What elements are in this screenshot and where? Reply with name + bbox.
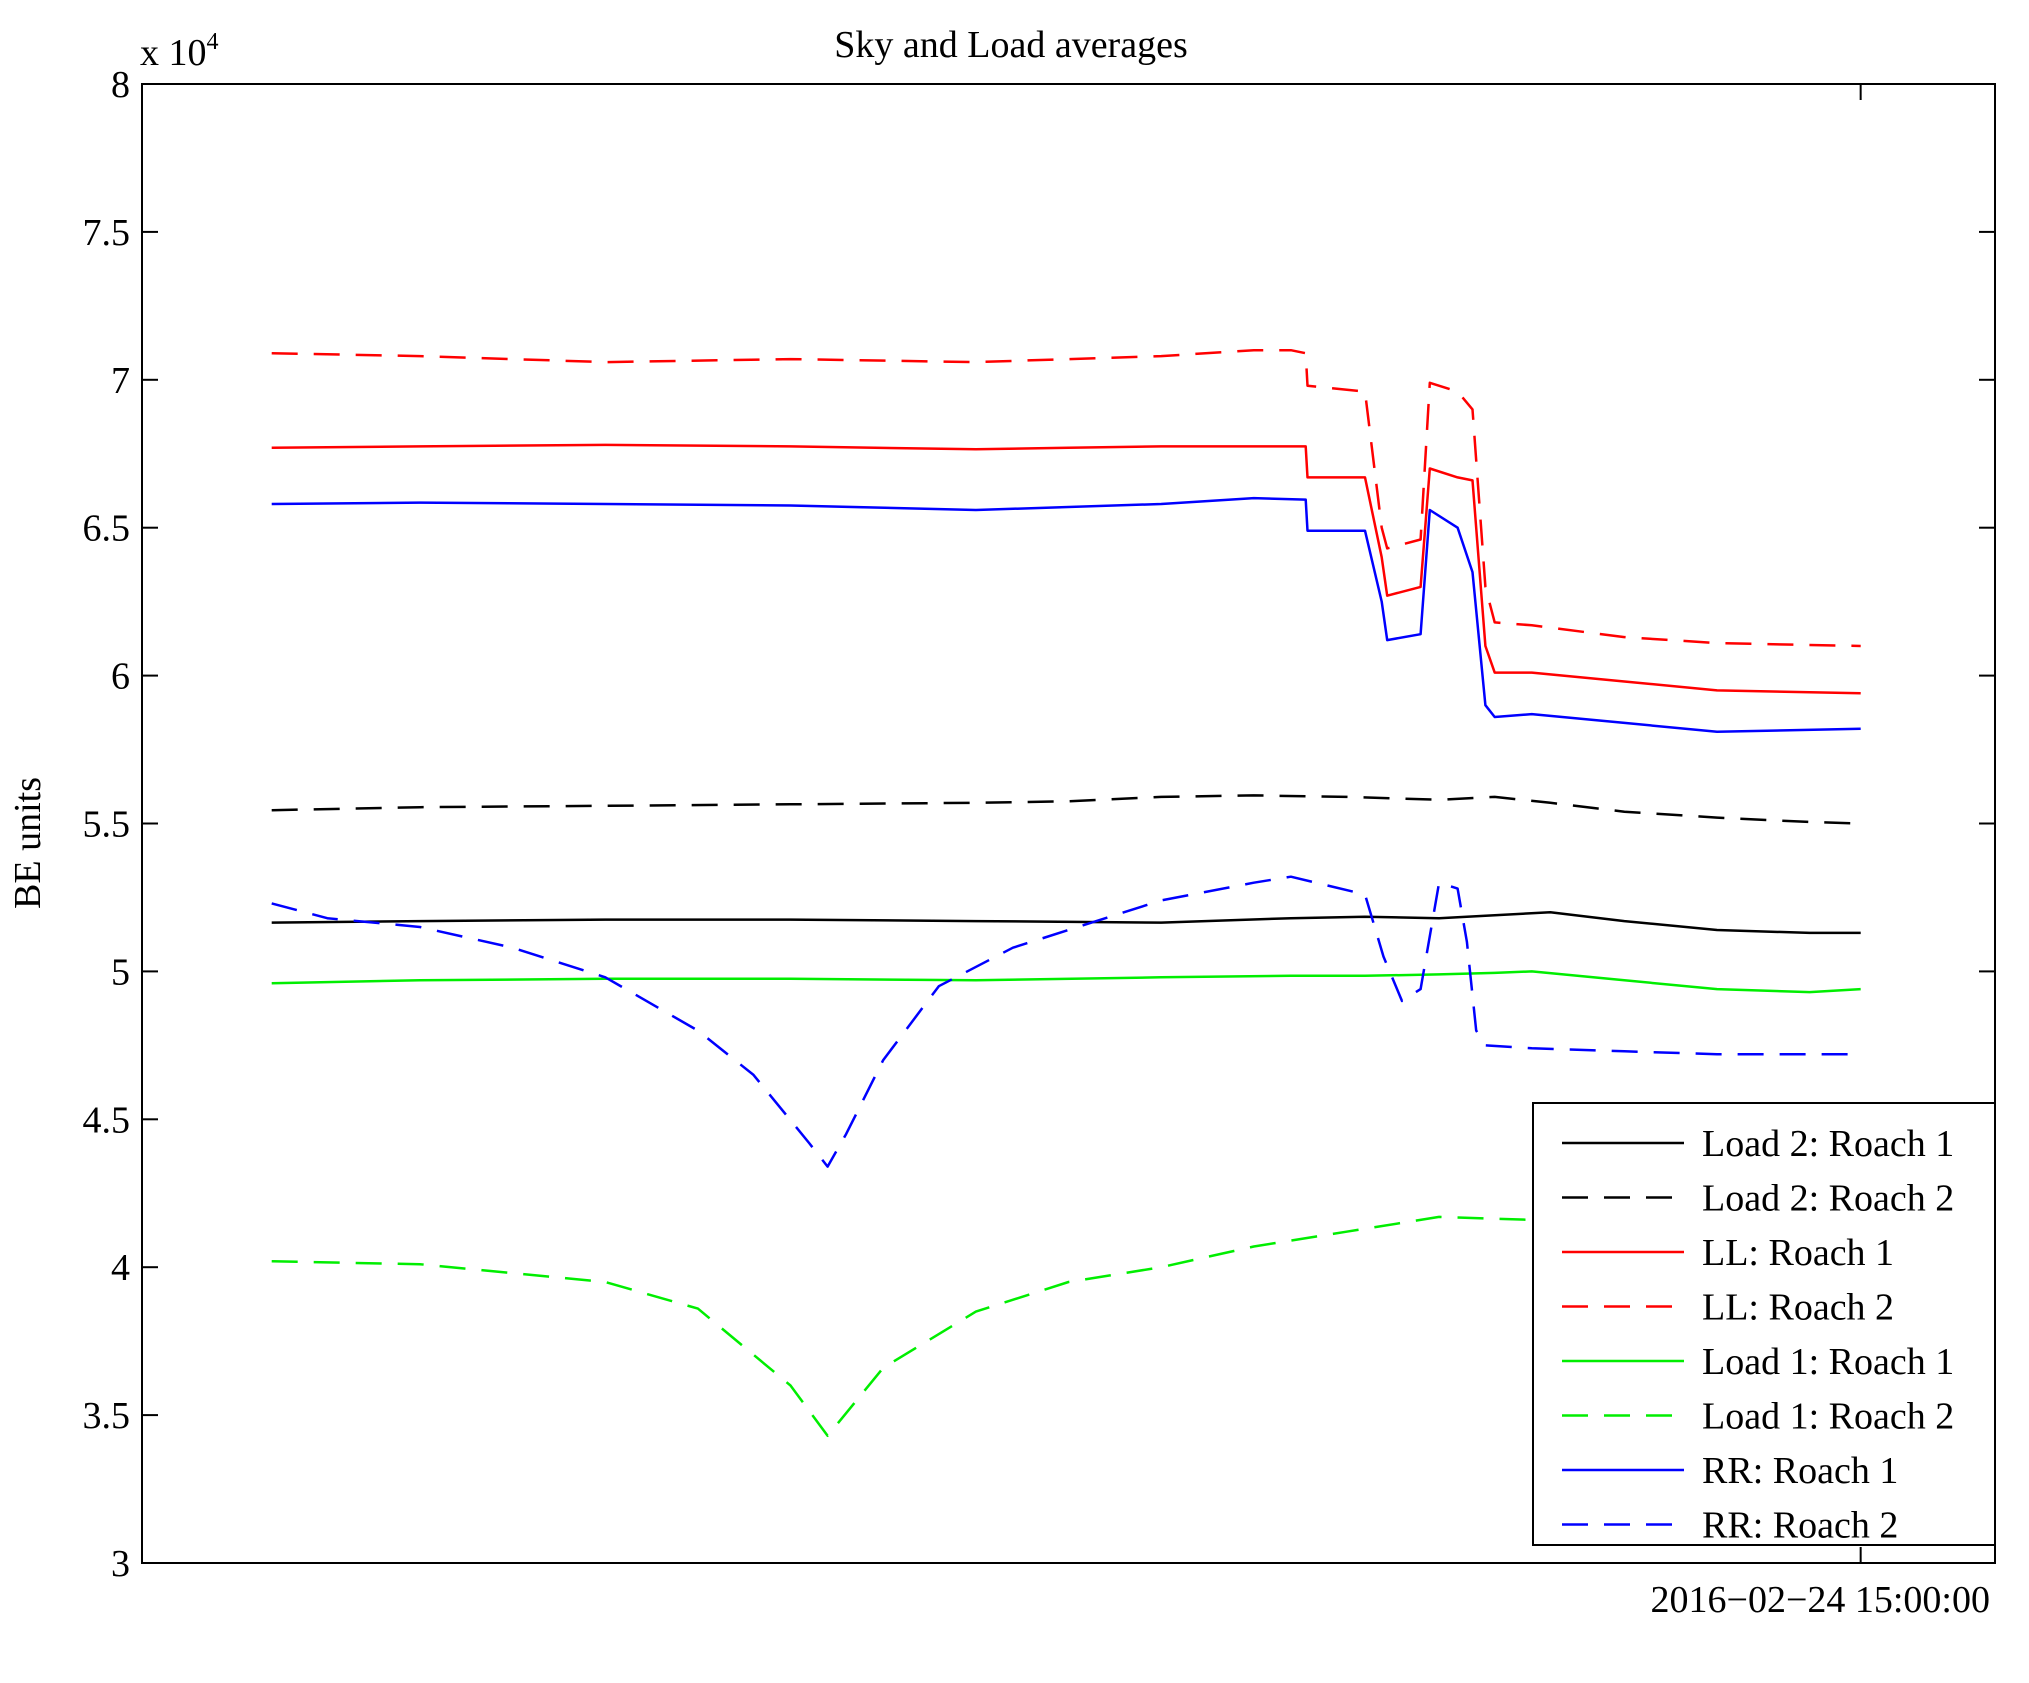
x-tick-label: 2016−02−24 15:00:00 bbox=[1651, 1579, 1990, 1621]
y-tick-label: 3.5 bbox=[83, 1395, 131, 1437]
y-tick-label: 3 bbox=[111, 1543, 130, 1585]
y-tick-label: 7.5 bbox=[83, 212, 131, 254]
y-tick-label: 6.5 bbox=[83, 508, 131, 550]
y-multiplier-base: x 10 bbox=[140, 32, 207, 74]
series-line-1 bbox=[271, 910, 1861, 935]
legend-label-1: Load 2: Roach 1 bbox=[1702, 1123, 1954, 1165]
y-tick-label: 5.5 bbox=[83, 804, 131, 846]
y-tick-label: 8 bbox=[111, 64, 130, 106]
y-multiplier-exponent: 4 bbox=[207, 29, 219, 55]
series-line-8 bbox=[271, 875, 1861, 1168]
legend-label-6: Load 1: Roach 2 bbox=[1702, 1396, 1954, 1438]
y-axis-label: BE units bbox=[7, 777, 49, 909]
legend-label-7: RR: Roach 1 bbox=[1702, 1450, 1898, 1492]
legend-box bbox=[1532, 1102, 1996, 1546]
series-line-6 bbox=[271, 1215, 1625, 1438]
y-tick-label: 4.5 bbox=[83, 1099, 131, 1141]
series-line-2 bbox=[271, 794, 1861, 825]
y-tick-label: 6 bbox=[111, 656, 130, 698]
y-tick-label: 4 bbox=[111, 1247, 130, 1289]
legend-label-5: Load 1: Roach 1 bbox=[1702, 1341, 1954, 1383]
x-axis: 2016−02−24 15:00:00 bbox=[1651, 84, 1990, 1621]
plot-area bbox=[271, 348, 1861, 1438]
legend: Load 2: Roach 1 Load 2: Roach 2 LL: Roach … bbox=[1532, 1102, 1996, 1547]
series-line-7 bbox=[271, 496, 1861, 734]
y-multiplier-label: x 104 bbox=[140, 29, 219, 74]
series-line-3 bbox=[271, 443, 1861, 695]
y-axis: 3 3.5 4 4.5 5 5.5 6 6.5 7 7.5 8 bbox=[83, 64, 1995, 1585]
legend-label-3: LL: Roach 1 bbox=[1702, 1232, 1894, 1274]
legend-label-4: LL: Roach 2 bbox=[1702, 1287, 1894, 1329]
y-tick-label: 7 bbox=[111, 360, 130, 402]
chart-title: Sky and Load averages bbox=[834, 24, 1188, 66]
series-line-4 bbox=[271, 348, 1861, 648]
y-tick-label: 5 bbox=[111, 951, 130, 993]
legend-label-2: Load 2: Roach 2 bbox=[1702, 1178, 1954, 1220]
legend-label-8: RR: Roach 2 bbox=[1702, 1505, 1898, 1547]
series-line-5 bbox=[271, 970, 1861, 994]
